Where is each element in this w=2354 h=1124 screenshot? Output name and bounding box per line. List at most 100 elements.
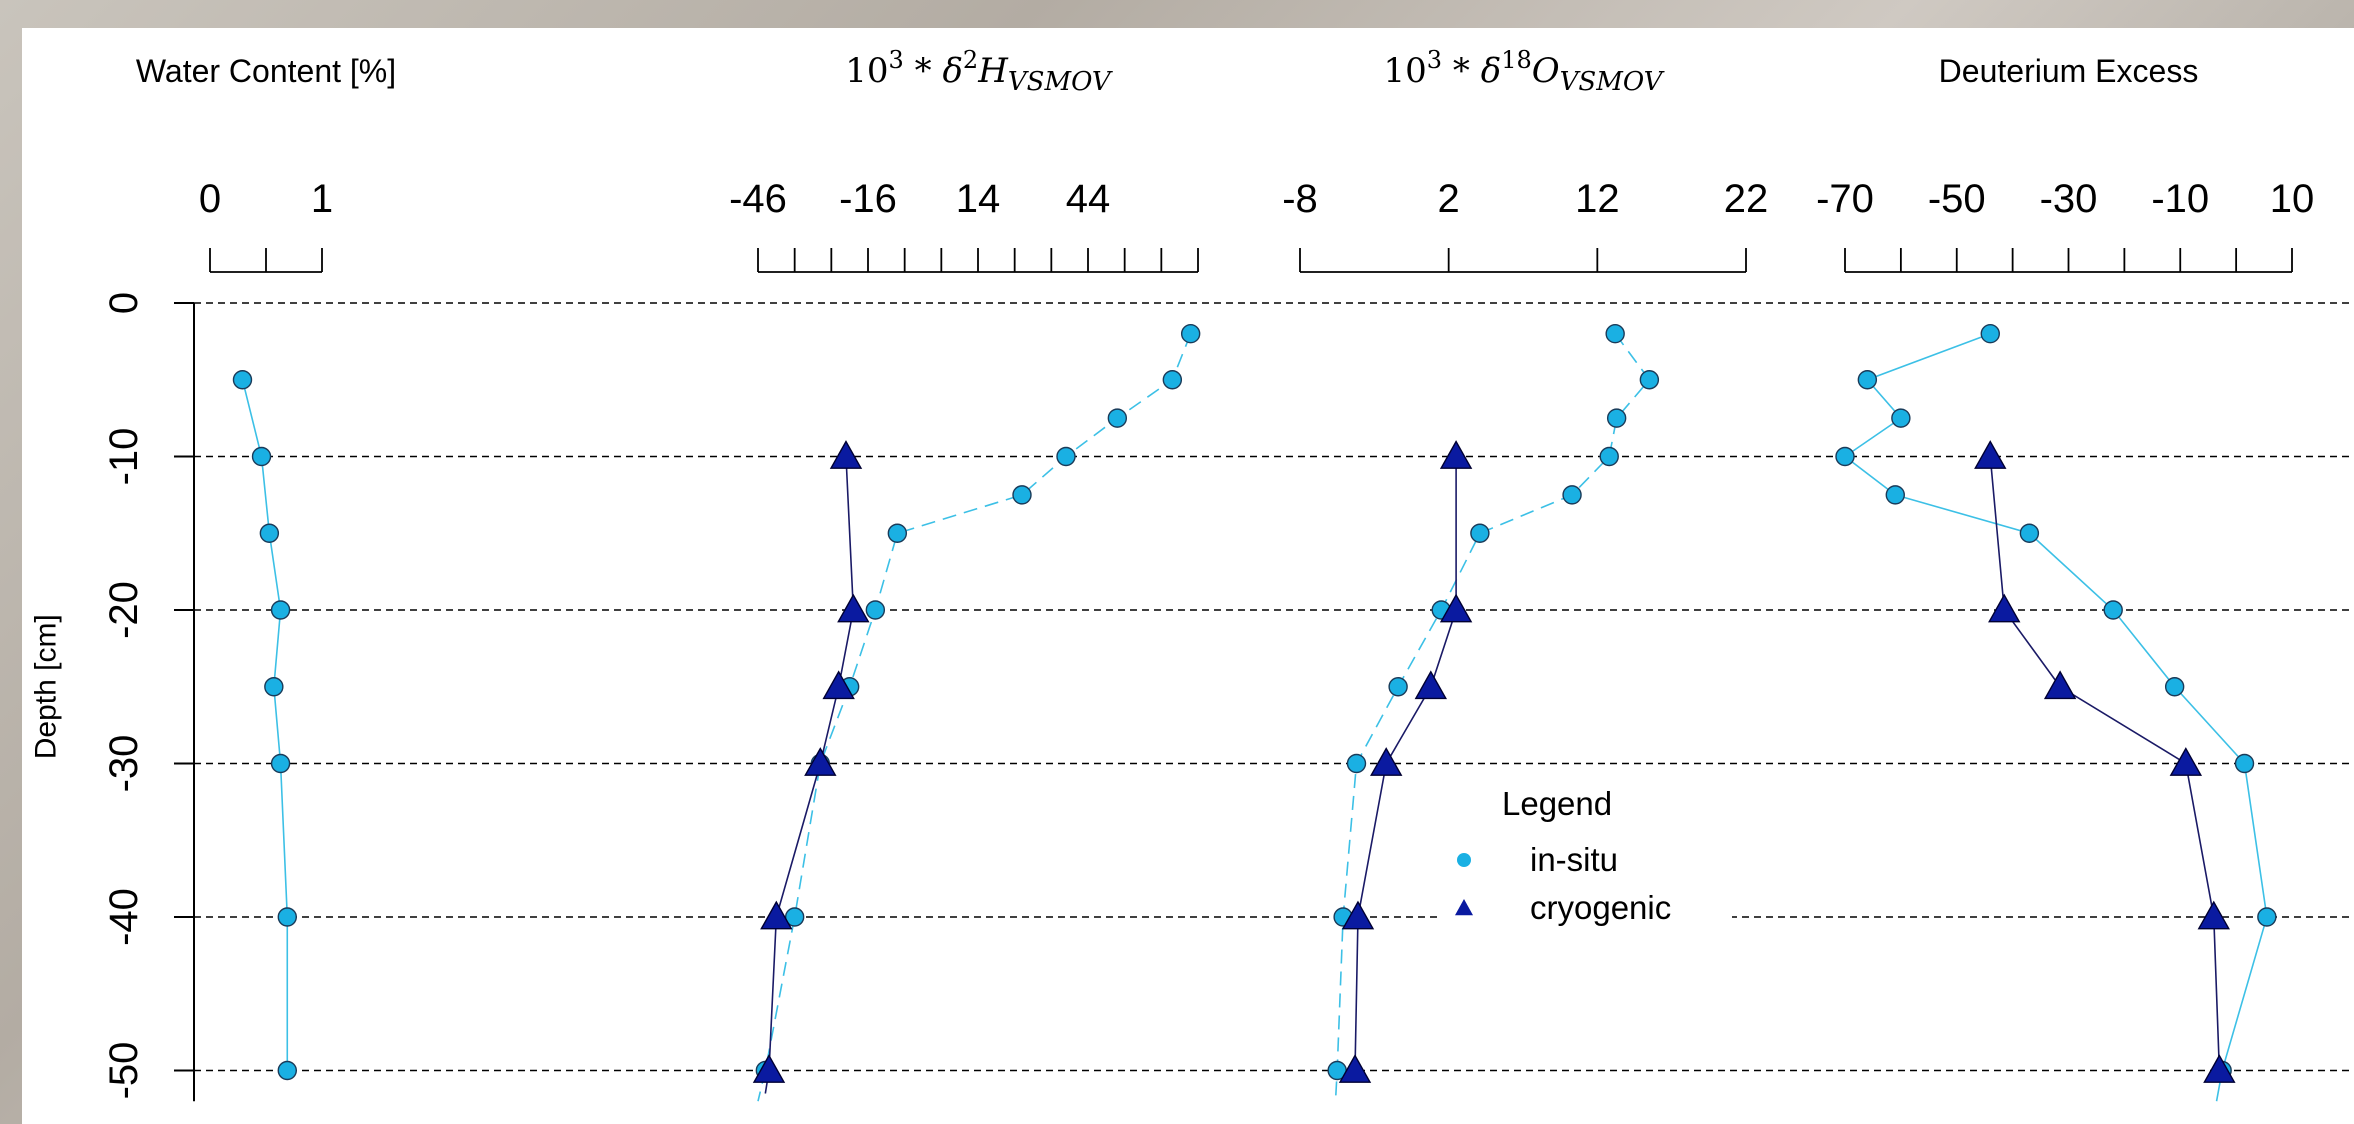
in-situ-point <box>264 677 284 697</box>
panel-title: 103 * δ2HVSMOV <box>845 46 1113 97</box>
cryogenic-point <box>2169 747 2203 776</box>
legend-label: in-situ <box>1530 841 1618 878</box>
chart-panel <box>22 28 2354 1124</box>
panel-4: Deuterium Excess -70 -50 -30 -10 10 <box>1816 53 2315 1102</box>
cryogenic-point <box>1439 440 1473 469</box>
in-situ-point <box>1980 324 2000 344</box>
in-situ-point <box>2019 523 2040 543</box>
panel-3: 103 * δ18OVSMOV -8 2 12 22 <box>1282 46 1769 1099</box>
top-axis-tick-label: -50 <box>1928 177 1986 221</box>
in-situ-point <box>2164 677 2185 697</box>
cryogenic-point <box>1414 670 1448 700</box>
cryogenic-point <box>760 900 793 930</box>
legend-background <box>1442 775 1732 960</box>
y-tick-label: -50 <box>102 1042 146 1100</box>
legend: Legend in-situ cryogenic <box>1442 775 1732 960</box>
cryogenic-point <box>829 440 863 469</box>
top-axis-tick-label: -10 <box>2151 177 2209 221</box>
in-situ-point <box>1599 446 1619 467</box>
cryogenic-point <box>837 593 870 623</box>
in-situ-line <box>1843 332 2268 1102</box>
grid-lines <box>194 302 2354 1072</box>
top-axis-tick-label: 12 <box>1575 177 1620 221</box>
cryogenic-point <box>822 670 855 700</box>
legend-label: cryogenic <box>1530 889 1671 926</box>
y-tick-label: -20 <box>102 581 146 639</box>
top-axis: -70 -50 -30 -10 10 <box>1816 177 2315 273</box>
in-situ-point <box>1346 753 1367 774</box>
legend-title: Legend <box>1502 785 1612 822</box>
in-situ-point <box>1562 485 1582 505</box>
cryogenic-point <box>2043 670 2077 700</box>
top-axis-tick-label: -46 <box>729 177 787 221</box>
in-situ-point <box>1180 324 1201 344</box>
in-situ-point <box>270 600 291 620</box>
in-situ-point <box>1388 677 1408 697</box>
cryogenic-line <box>1989 456 2221 1071</box>
in-situ-point <box>1857 370 1878 390</box>
top-axis: -46 -16 14 44 <box>729 177 1199 273</box>
in-situ-point <box>1605 324 1625 344</box>
in-situ-point <box>2103 600 2123 620</box>
cryogenic-point <box>1439 593 1473 623</box>
in-situ-point <box>277 907 297 927</box>
top-axis: -8 2 12 22 <box>1282 177 1769 273</box>
in-situ-point <box>251 446 272 467</box>
in-situ-point <box>270 753 291 774</box>
top-axis-tick-label: -8 <box>1282 177 1318 221</box>
y-tick-label: 0 <box>102 292 146 314</box>
in-situ-point <box>1891 408 1911 428</box>
cryogenic-point <box>1370 747 1403 776</box>
panel-1: Water Content [%]0 1 <box>136 53 396 1081</box>
in-situ-line <box>241 379 289 1071</box>
in-situ-point <box>784 907 805 927</box>
panel-title: Water Content [%] <box>136 53 396 89</box>
in-situ-line <box>757 333 1192 1102</box>
in-situ-point <box>1012 485 1032 505</box>
panel-title: Deuterium Excess <box>1939 53 2199 89</box>
legend-circle-icon <box>1457 853 1471 867</box>
cryogenic-point <box>752 1054 786 1083</box>
cryogenic-point <box>2203 1054 2236 1083</box>
top-axis-tick-label: 0 <box>199 177 221 221</box>
in-situ-point <box>2234 753 2255 774</box>
cryogenic-point <box>804 747 837 776</box>
top-axis-tick-label: 44 <box>1066 177 1111 221</box>
top-axis-tick-label: 22 <box>1724 177 1769 221</box>
top-axis-tick-label: -30 <box>2040 177 2098 221</box>
in-situ-point <box>865 600 886 620</box>
cryogenic-point <box>2197 900 2230 930</box>
cryogenic-line <box>1354 456 1457 1071</box>
in-situ-point <box>1470 523 1490 543</box>
cryogenic-point <box>1341 900 1375 930</box>
panel-2: 103 * δ2HVSMOV -46 -16 14 44 <box>729 46 1201 1102</box>
top-axis-tick-label: -16 <box>839 177 897 221</box>
in-situ-point <box>1056 446 1076 467</box>
in-situ-point <box>232 370 253 390</box>
y-axis-label: Depth [cm] <box>30 614 63 759</box>
cryogenic-point <box>1338 1054 1372 1083</box>
in-situ-point <box>1835 446 1855 467</box>
panel-title: 103 * δ18OVSMOV <box>1384 46 1665 97</box>
in-situ-point <box>2257 907 2277 927</box>
y-tick-label: -40 <box>102 888 146 946</box>
y-tick-label: -10 <box>102 428 146 486</box>
top-axis-tick-label: 2 <box>1438 177 1460 221</box>
in-situ-point <box>1639 370 1660 390</box>
in-situ-point <box>887 523 908 543</box>
cryogenic-point <box>1988 593 2021 623</box>
legend-triangle-icon <box>1455 899 1473 916</box>
top-axis-tick-label: 10 <box>2270 177 2315 221</box>
in-situ-point <box>1107 408 1128 428</box>
top-axis-tick-label: 14 <box>956 177 1001 221</box>
in-situ-point <box>1162 370 1183 390</box>
in-situ-point <box>277 1060 297 1081</box>
top-axis-tick-label: -70 <box>1816 177 1874 221</box>
top-axis-tick-label: 1 <box>311 177 333 221</box>
y-axis: 0 -10 -20 -30 -40 -50 Depth [cm] <box>30 292 195 1102</box>
in-situ-line <box>1334 333 1651 1099</box>
in-situ-point <box>259 523 280 543</box>
